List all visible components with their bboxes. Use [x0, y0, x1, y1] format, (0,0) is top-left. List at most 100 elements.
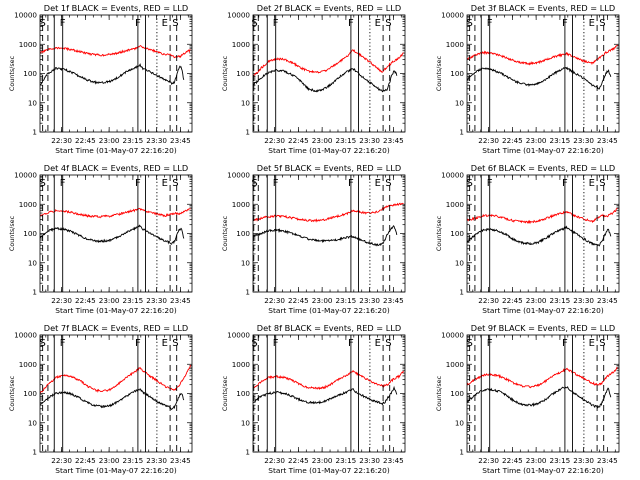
y-tick-label: 10000: [441, 11, 464, 20]
x-tick-label: 23:45: [170, 296, 191, 305]
y-tick-label: 10000: [14, 11, 37, 20]
y-tick-label: 100: [236, 69, 250, 78]
x-axis-label: Start Time (01-May-07 22:16:20): [268, 466, 390, 475]
y-tick-label: 100: [450, 69, 464, 78]
marker-label: E: [162, 18, 168, 29]
y-tick-label: 1000: [232, 200, 251, 209]
x-tick-label: 23:15: [550, 136, 571, 145]
panel-9: Det 9f BLACK = Events, RED = LLD Counts/s…: [435, 323, 620, 475]
x-tick-label: 23:15: [123, 456, 144, 465]
y-tick-label: 10000: [14, 331, 37, 340]
lld-series-line: [467, 44, 618, 66]
x-tick-label: 23:00: [99, 136, 120, 145]
marker-label: F: [273, 178, 279, 189]
marker-label: S: [39, 178, 45, 189]
events-series-line: [40, 224, 185, 245]
y-tick-label: 1000: [19, 200, 38, 209]
panel-8: Det 8f BLACK = Events, RED = LLD Counts/s…: [221, 323, 406, 475]
x-tick-label: 23:30: [146, 456, 167, 465]
y-tick-label: 1000: [232, 40, 251, 49]
marker-label: E: [589, 178, 595, 189]
marker-label: F: [562, 18, 568, 29]
x-tick-label: 23:30: [573, 456, 594, 465]
panel-2: Det 2f BLACK = Events, RED = LLD Counts/s…: [221, 3, 406, 155]
y-tick-label: 10000: [14, 171, 37, 180]
marker-label: F: [273, 338, 279, 349]
x-tick-label: 23:00: [526, 296, 547, 305]
marker-label: S: [172, 338, 178, 349]
marker-label: F: [60, 338, 66, 349]
x-tick-label: 23:45: [383, 136, 404, 145]
x-tick-label: 23:15: [123, 296, 144, 305]
x-tick-label: 23:00: [526, 136, 547, 145]
y-tick-label: 100: [23, 389, 37, 398]
lld-series-line: [253, 49, 404, 78]
x-tick-label: 23:30: [359, 296, 380, 305]
marker-label: S: [39, 18, 45, 29]
x-axis-label: Start Time (01-May-07 22:16:20): [55, 306, 177, 315]
marker-label: E: [162, 338, 168, 349]
panel-title: Det 6f BLACK = Events, RED = LLD: [471, 163, 615, 173]
y-tick-label: 10: [28, 258, 38, 267]
x-tick-label: 23:45: [383, 296, 404, 305]
x-tick-label: 22:45: [288, 136, 309, 145]
x-axis-label: Start Time (01-May-07 22:16:20): [482, 146, 604, 155]
x-tick-label: 22:45: [502, 136, 523, 145]
marker-label: E: [162, 178, 168, 189]
events-series-line: [40, 63, 185, 86]
plot-frame: [252, 14, 406, 133]
y-axis-label: Counts/sec: [435, 215, 443, 251]
x-tick-label: 23:45: [170, 136, 191, 145]
y-axis-label: Counts/sec: [8, 55, 16, 91]
marker-label: S: [599, 178, 605, 189]
x-tick-label: 22:30: [478, 456, 499, 465]
y-tick-label: 10: [455, 418, 465, 427]
y-axis-label: Counts/sec: [435, 375, 443, 411]
plot-frame: [252, 174, 406, 293]
y-tick-label: 1: [32, 448, 37, 457]
y-tick-label: 100: [450, 229, 464, 238]
y-tick-label: 10: [241, 418, 251, 427]
x-tick-label: 22:45: [288, 456, 309, 465]
plot-frame: [466, 174, 620, 293]
lld-series-line: [40, 364, 191, 394]
y-axis-label: Counts/sec: [221, 375, 229, 411]
y-axis-label: Counts/sec: [8, 215, 16, 251]
y-tick-label: 1000: [446, 360, 465, 369]
marker-label: S: [251, 18, 257, 29]
marker-label: S: [385, 178, 391, 189]
panel-1: Det 1f BLACK = Events, RED = LLD Counts/s…: [8, 3, 193, 155]
marker-label: F: [348, 338, 354, 349]
x-tick-label: 22:30: [264, 456, 285, 465]
marker-label: F: [135, 178, 141, 189]
y-tick-label: 1000: [232, 360, 251, 369]
x-tick-label: 22:30: [51, 456, 72, 465]
y-tick-label: 1000: [19, 360, 38, 369]
plot-frame: [39, 174, 193, 293]
panel-title: Det 9f BLACK = Events, RED = LLD: [471, 323, 615, 333]
panel-7: Det 7f BLACK = Events, RED = LLD Counts/s…: [8, 323, 193, 475]
x-tick-label: 23:00: [526, 456, 547, 465]
lld-series-line: [40, 44, 191, 59]
y-tick-label: 10: [455, 98, 465, 107]
panel-3: Det 3f BLACK = Events, RED = LLD Counts/s…: [435, 3, 620, 155]
panel-title: Det 5f BLACK = Events, RED = LLD: [257, 163, 401, 173]
marker-label: F: [273, 18, 279, 29]
marker-label: F: [135, 338, 141, 349]
x-axis-label: Start Time (01-May-07 22:16:20): [482, 466, 604, 475]
y-tick-label: 100: [236, 389, 250, 398]
y-tick-label: 1: [245, 288, 250, 297]
y-tick-label: 10000: [227, 331, 250, 340]
x-tick-label: 23:45: [597, 296, 618, 305]
marker-label: E: [375, 178, 381, 189]
x-tick-label: 23:30: [359, 456, 380, 465]
x-tick-label: 22:30: [264, 296, 285, 305]
x-tick-label: 23:15: [123, 136, 144, 145]
x-tick-label: 23:15: [336, 296, 357, 305]
marker-label: E: [375, 18, 381, 29]
y-tick-label: 10: [28, 418, 38, 427]
plot-frame: [39, 334, 193, 453]
marker-label: F: [487, 338, 493, 349]
marker-label: S: [466, 338, 472, 349]
